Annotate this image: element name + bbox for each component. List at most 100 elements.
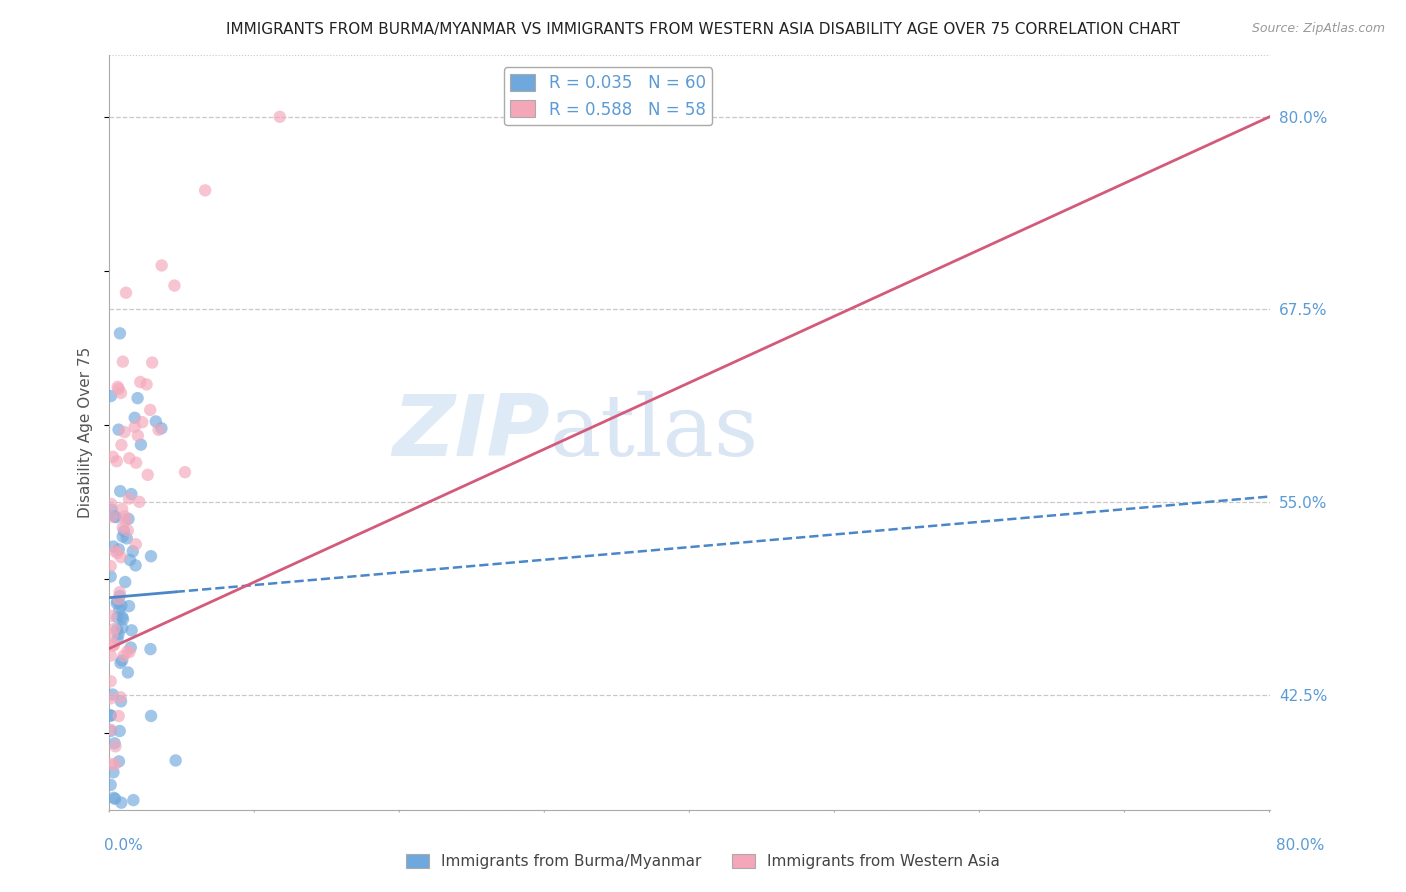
Point: [118, 491, 141, 506]
Point: [165, 754, 187, 768]
Point: [120, 640, 142, 655]
Point: [104, 792, 127, 806]
Point: [107, 542, 129, 557]
Point: [118, 451, 141, 466]
Point: [105, 594, 128, 608]
Point: [103, 540, 125, 554]
Point: [110, 438, 132, 452]
Legend: Immigrants from Burma/Myanmar, Immigrants from Western Asia: Immigrants from Burma/Myanmar, Immigrant…: [399, 848, 1007, 875]
Point: [194, 183, 217, 197]
Point: [100, 502, 122, 516]
Point: [110, 694, 132, 708]
Point: [110, 550, 132, 565]
Point: [107, 380, 129, 394]
Point: [128, 495, 150, 509]
Text: Source: ZipAtlas.com: Source: ZipAtlas.com: [1251, 22, 1385, 36]
Legend: R = 0.035   N = 60, R = 0.588   N = 58: R = 0.035 N = 60, R = 0.588 N = 58: [503, 67, 713, 125]
Y-axis label: Disability Age Over 75: Disability Age Over 75: [79, 347, 93, 518]
Point: [131, 415, 153, 429]
Point: [107, 592, 129, 607]
Point: [105, 610, 128, 624]
Point: [107, 423, 129, 437]
Point: [107, 627, 129, 641]
Point: [103, 790, 125, 805]
Point: [107, 382, 129, 396]
Point: [124, 410, 146, 425]
Point: [136, 467, 159, 482]
Point: [121, 544, 143, 558]
Point: [125, 456, 148, 470]
Point: [174, 465, 197, 479]
Point: [139, 403, 162, 417]
Point: [114, 574, 136, 589]
Point: [127, 391, 149, 405]
Point: [115, 532, 138, 546]
Point: [105, 454, 128, 468]
Point: [100, 708, 122, 723]
Text: 80.0%: 80.0%: [1277, 838, 1324, 853]
Text: IMMIGRANTS FROM BURMA/MYANMAR VS IMMIGRANTS FROM WESTERN ASIA DISABILITY AGE OVE: IMMIGRANTS FROM BURMA/MYANMAR VS IMMIGRA…: [226, 22, 1180, 37]
Point: [100, 708, 122, 723]
Point: [122, 793, 145, 807]
Point: [107, 709, 129, 723]
Point: [111, 520, 134, 534]
Point: [105, 546, 128, 560]
Point: [110, 690, 132, 705]
Point: [110, 796, 132, 810]
Point: [115, 285, 138, 300]
Point: [108, 603, 131, 617]
Point: [100, 497, 122, 511]
Point: [114, 509, 136, 524]
Point: [101, 688, 124, 702]
Point: [145, 414, 167, 428]
Point: [135, 377, 157, 392]
Point: [104, 739, 127, 754]
Point: [114, 425, 136, 439]
Point: [104, 509, 127, 524]
Point: [111, 530, 134, 544]
Point: [269, 110, 291, 124]
Point: [118, 553, 141, 567]
Point: [103, 639, 125, 653]
Point: [110, 385, 132, 400]
Point: [105, 596, 128, 610]
Point: [111, 653, 134, 667]
Point: [108, 326, 131, 341]
Point: [127, 428, 149, 442]
Point: [104, 510, 127, 524]
Point: [101, 627, 124, 641]
Text: atlas: atlas: [550, 392, 759, 475]
Point: [100, 723, 122, 737]
Point: [111, 502, 134, 516]
Point: [103, 638, 125, 652]
Point: [101, 509, 124, 524]
Point: [118, 645, 141, 659]
Point: [100, 648, 122, 663]
Point: [150, 259, 173, 273]
Point: [112, 648, 135, 663]
Point: [105, 622, 128, 636]
Point: [139, 549, 162, 564]
Point: [100, 778, 122, 792]
Point: [108, 585, 131, 599]
Point: [141, 355, 163, 369]
Point: [112, 524, 135, 538]
Point: [104, 736, 127, 750]
Point: [114, 514, 136, 528]
Point: [118, 599, 141, 613]
Point: [107, 632, 129, 646]
Point: [111, 621, 134, 635]
Point: [117, 512, 139, 526]
Point: [103, 765, 125, 780]
Text: ZIP: ZIP: [392, 392, 550, 475]
Text: 0.0%: 0.0%: [104, 838, 143, 853]
Point: [120, 487, 142, 501]
Point: [117, 644, 139, 658]
Point: [108, 723, 131, 738]
Point: [108, 589, 131, 603]
Point: [104, 544, 127, 558]
Point: [139, 642, 162, 657]
Point: [110, 484, 132, 499]
Point: [100, 389, 122, 403]
Point: [117, 665, 139, 680]
